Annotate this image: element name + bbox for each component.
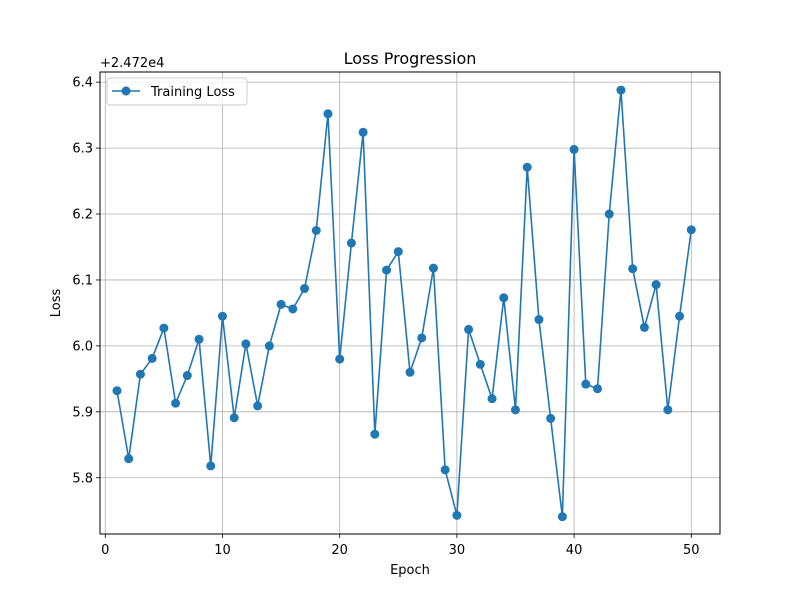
data-point — [393, 247, 403, 257]
data-point — [159, 323, 169, 333]
legend-label: Training Loss — [150, 85, 235, 100]
x-tick-label: 30 — [449, 543, 466, 558]
data-point — [147, 353, 157, 363]
plot-frame — [99, 71, 721, 535]
y-tick-label: 6.3 — [72, 142, 93, 157]
data-point — [487, 394, 497, 404]
y-tick-label: 6.1 — [72, 273, 93, 288]
data-point — [206, 461, 216, 471]
data-point — [253, 401, 263, 411]
legend-box — [106, 77, 248, 106]
x-axis-label: Epoch — [390, 563, 430, 578]
data-point — [346, 238, 356, 248]
x-tick-label: 50 — [683, 543, 700, 558]
data-point — [604, 209, 614, 219]
data-point — [264, 341, 274, 351]
y-tick-label: 5.9 — [72, 405, 93, 420]
data-point — [217, 311, 227, 321]
y-tick-label: 6.0 — [72, 339, 93, 354]
data-point — [581, 379, 591, 389]
legend-marker — [121, 86, 131, 96]
x-tick-label: 40 — [566, 543, 583, 558]
y-offset-text: +2.472e4 — [100, 56, 164, 71]
data-point — [241, 339, 251, 349]
data-point — [440, 465, 450, 475]
data-point — [569, 144, 579, 154]
data-point — [370, 429, 380, 439]
data-point — [651, 280, 661, 290]
data-point — [534, 315, 544, 325]
data-point — [182, 371, 192, 381]
legend: Training Loss — [106, 77, 248, 106]
ticks: 0 10 20 30 40 50 5.8 5.9 6.0 6.1 6.2 6.3 6.4 — [72, 76, 699, 558]
data-point — [417, 333, 427, 343]
y-tick-label: 5.8 — [72, 471, 93, 486]
x-tick-label: 0 — [101, 543, 109, 558]
data-point — [593, 384, 603, 394]
data-point — [499, 293, 509, 303]
grid — [100, 72, 720, 534]
data-point — [194, 334, 204, 344]
data-point — [124, 454, 134, 464]
data-point — [382, 265, 392, 275]
y-axis-label: Loss — [49, 289, 64, 318]
data-point — [628, 264, 638, 274]
data-point — [112, 386, 122, 396]
data-point — [428, 263, 438, 273]
y-tick-label: 6.4 — [72, 76, 93, 91]
data-point — [557, 512, 567, 522]
data-point — [335, 354, 345, 364]
data-point — [639, 322, 649, 332]
data-point — [510, 405, 520, 415]
data-point — [686, 225, 696, 235]
data-point — [276, 299, 286, 309]
data-point — [311, 226, 321, 236]
data-point — [475, 359, 485, 369]
data-point — [229, 413, 239, 423]
data-point — [452, 510, 462, 520]
series-layer — [112, 85, 696, 522]
data-point — [663, 405, 673, 415]
data-point — [323, 109, 333, 119]
data-point — [522, 162, 532, 172]
data-point — [300, 284, 310, 294]
chart-title: Loss Progression — [344, 49, 477, 68]
data-point — [171, 398, 181, 408]
data-point — [464, 324, 474, 334]
data-point — [675, 311, 685, 321]
data-point — [135, 369, 145, 379]
y-tick-label: 6.2 — [72, 208, 93, 223]
x-tick-label: 10 — [214, 543, 231, 558]
data-point — [546, 413, 556, 423]
data-point — [616, 85, 626, 95]
x-tick-label: 20 — [331, 543, 348, 558]
data-point — [358, 127, 368, 137]
data-point — [405, 367, 415, 377]
data-point — [288, 304, 298, 314]
